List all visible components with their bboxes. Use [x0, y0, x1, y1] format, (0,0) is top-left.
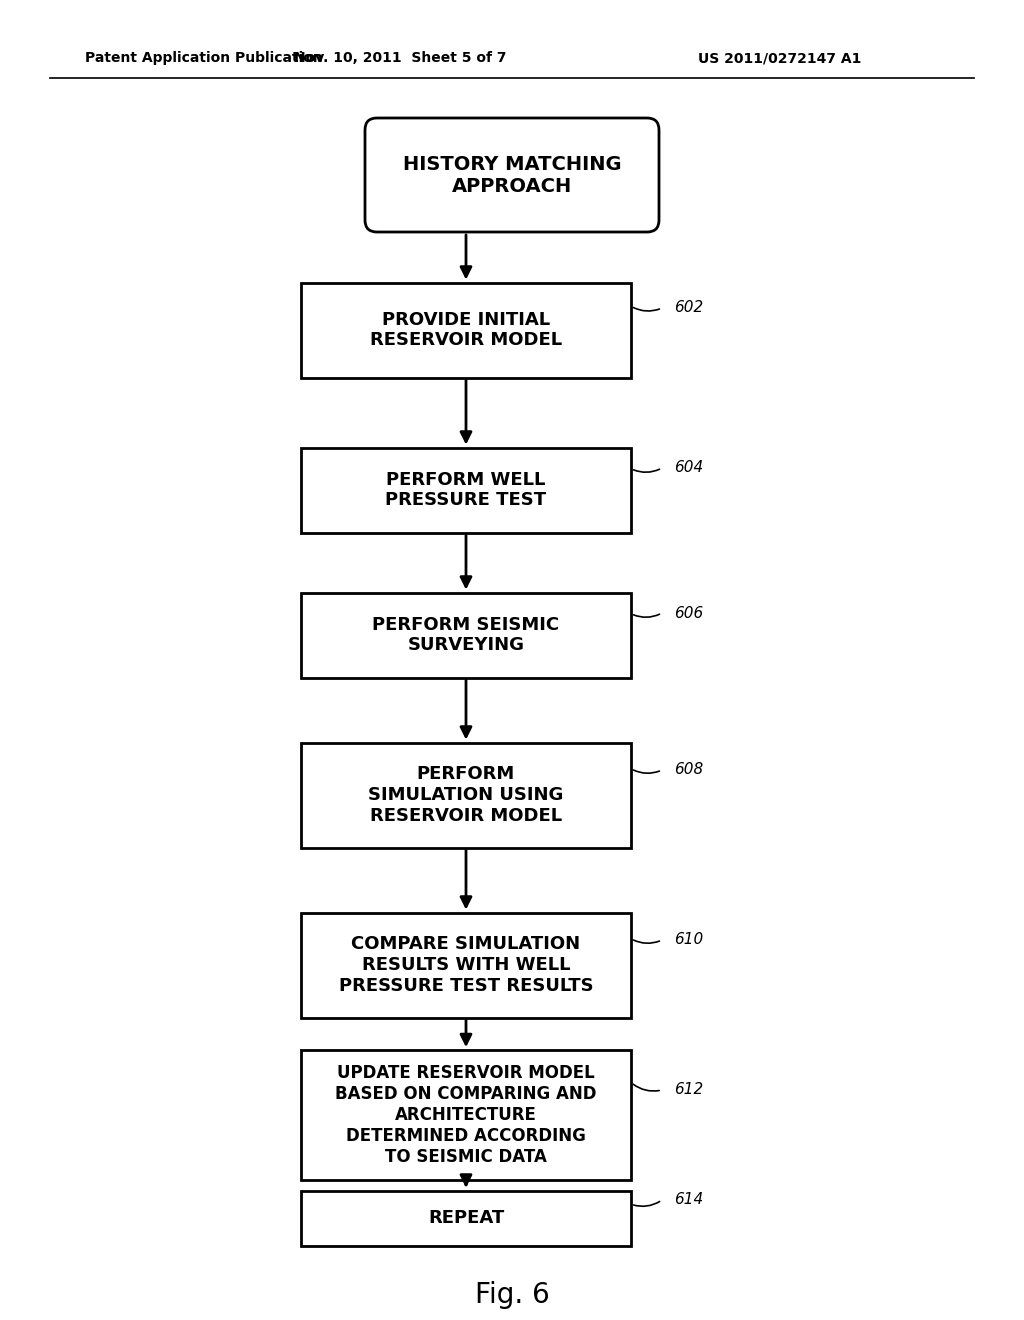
Text: 610: 610 — [674, 932, 703, 948]
Text: PERFORM
SIMULATION USING
RESERVOIR MODEL: PERFORM SIMULATION USING RESERVOIR MODEL — [369, 766, 563, 825]
Text: HISTORY MATCHING
APPROACH: HISTORY MATCHING APPROACH — [402, 154, 622, 195]
Text: UPDATE RESERVOIR MODEL
BASED ON COMPARING AND
ARCHITECTURE
DETERMINED ACCORDING
: UPDATE RESERVOIR MODEL BASED ON COMPARIN… — [335, 1064, 597, 1166]
FancyBboxPatch shape — [301, 593, 631, 677]
FancyBboxPatch shape — [301, 282, 631, 378]
FancyBboxPatch shape — [301, 447, 631, 532]
Text: PERFORM SEISMIC
SURVEYING: PERFORM SEISMIC SURVEYING — [373, 615, 559, 655]
Text: 606: 606 — [674, 606, 703, 620]
Text: US 2011/0272147 A1: US 2011/0272147 A1 — [698, 51, 861, 65]
Text: 608: 608 — [674, 763, 703, 777]
Text: Nov. 10, 2011  Sheet 5 of 7: Nov. 10, 2011 Sheet 5 of 7 — [294, 51, 506, 65]
Text: PROVIDE INITIAL
RESERVOIR MODEL: PROVIDE INITIAL RESERVOIR MODEL — [370, 310, 562, 350]
Text: 602: 602 — [674, 301, 703, 315]
FancyBboxPatch shape — [365, 117, 659, 232]
Text: Fig. 6: Fig. 6 — [475, 1280, 549, 1309]
FancyBboxPatch shape — [301, 742, 631, 847]
FancyBboxPatch shape — [301, 1191, 631, 1246]
Text: 604: 604 — [674, 461, 703, 475]
FancyBboxPatch shape — [301, 1049, 631, 1180]
Text: PERFORM WELL
PRESSURE TEST: PERFORM WELL PRESSURE TEST — [385, 471, 547, 510]
Text: 614: 614 — [674, 1192, 703, 1208]
Text: COMPARE SIMULATION
RESULTS WITH WELL
PRESSURE TEST RESULTS: COMPARE SIMULATION RESULTS WITH WELL PRE… — [339, 935, 593, 995]
Text: 612: 612 — [674, 1082, 703, 1097]
FancyBboxPatch shape — [301, 912, 631, 1018]
Text: REPEAT: REPEAT — [428, 1209, 504, 1228]
Text: Patent Application Publication: Patent Application Publication — [85, 51, 323, 65]
